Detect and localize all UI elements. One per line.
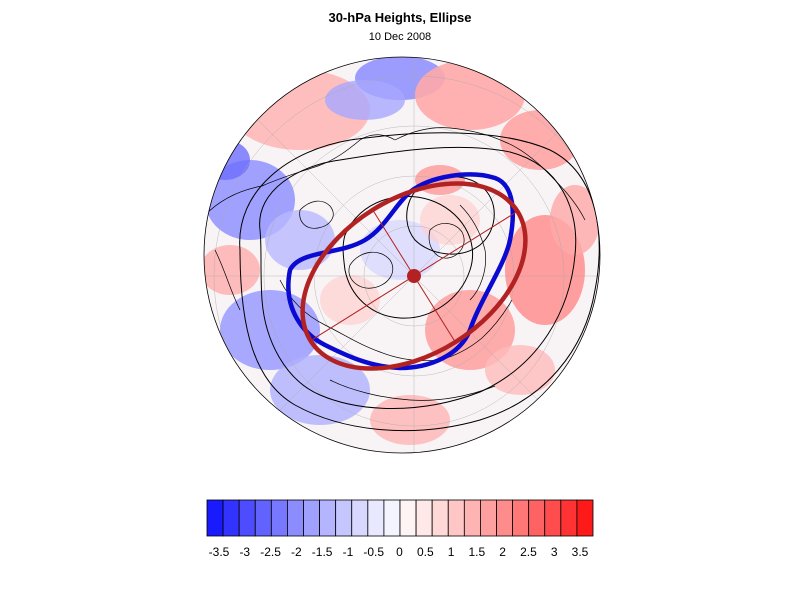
anomaly-blob	[320, 275, 380, 325]
colorbar-box	[222, 499, 240, 537]
anomaly-blob	[325, 80, 405, 120]
colorbar-box	[270, 499, 288, 537]
anomaly-blob	[205, 160, 295, 240]
colorbar-box	[303, 499, 320, 537]
graticule	[204, 57, 600, 453]
map-border	[203, 56, 601, 454]
colorbar-label: 2	[499, 545, 506, 559]
colorbar-label: 0	[396, 545, 403, 559]
colorbar-box	[254, 499, 272, 537]
colorbar-box	[528, 499, 546, 537]
colorbar-box	[544, 499, 562, 537]
colorbar-box	[351, 499, 369, 537]
colorbar-label: -2	[291, 545, 302, 559]
colorbar-label: -2.5	[260, 545, 281, 559]
colorbar-box	[238, 499, 256, 537]
colorbar-labels: -3.5 -3 -2.5 -2 -1.5 -1 -0.5 0 0.5 1 1.5 2 2.5 3 3.5	[209, 545, 589, 559]
colorbar-label: -0.5	[363, 545, 384, 559]
colorbar-label: -3	[239, 545, 250, 559]
colorbar-box	[463, 499, 481, 537]
anomaly-blob	[360, 220, 440, 280]
page-title: 30-hPa Heights, Ellipse	[328, 10, 472, 25]
colorbar-box	[447, 499, 465, 537]
page-subtitle: 10 Dec 2008	[368, 31, 432, 43]
colorbar-label: 3.5	[572, 545, 589, 559]
colorbar-box	[335, 499, 353, 537]
coastlines	[204, 127, 586, 401]
colorbar-box	[496, 499, 513, 537]
colorbar-label: 2.5	[520, 545, 537, 559]
colorbar-box	[383, 499, 401, 537]
colorbar-box	[576, 499, 594, 537]
colorbar-box	[512, 499, 530, 537]
colorbar-box	[480, 499, 497, 537]
anomaly-blob	[550, 185, 600, 255]
colorbar-label: -1.5	[312, 545, 333, 559]
colorbar-label: 1.5	[469, 545, 486, 559]
ellipse-center-marker	[407, 269, 421, 283]
colorbar-label: -3.5	[209, 545, 230, 559]
colorbar-box	[319, 499, 337, 537]
colorbar-label: -1	[343, 545, 354, 559]
vortex-edge-contour	[286, 172, 516, 371]
colorbar-box	[399, 499, 417, 537]
anomaly-blob	[420, 195, 480, 245]
colorbar-box	[206, 499, 224, 537]
anomaly-blob	[270, 355, 370, 425]
colorbar-box	[367, 499, 385, 537]
colorbar-label: 3	[551, 545, 558, 559]
colorbar-box	[560, 499, 578, 537]
colorbar-box	[415, 499, 433, 537]
anomaly-blob	[370, 395, 450, 445]
anomaly-blob	[485, 345, 555, 395]
colorbar-box	[287, 499, 304, 537]
colorbar-label: 0.5	[417, 545, 434, 559]
colorbar-boxes	[206, 499, 594, 537]
colorbar-label: 1	[448, 545, 455, 559]
colorbar-box	[431, 499, 449, 537]
